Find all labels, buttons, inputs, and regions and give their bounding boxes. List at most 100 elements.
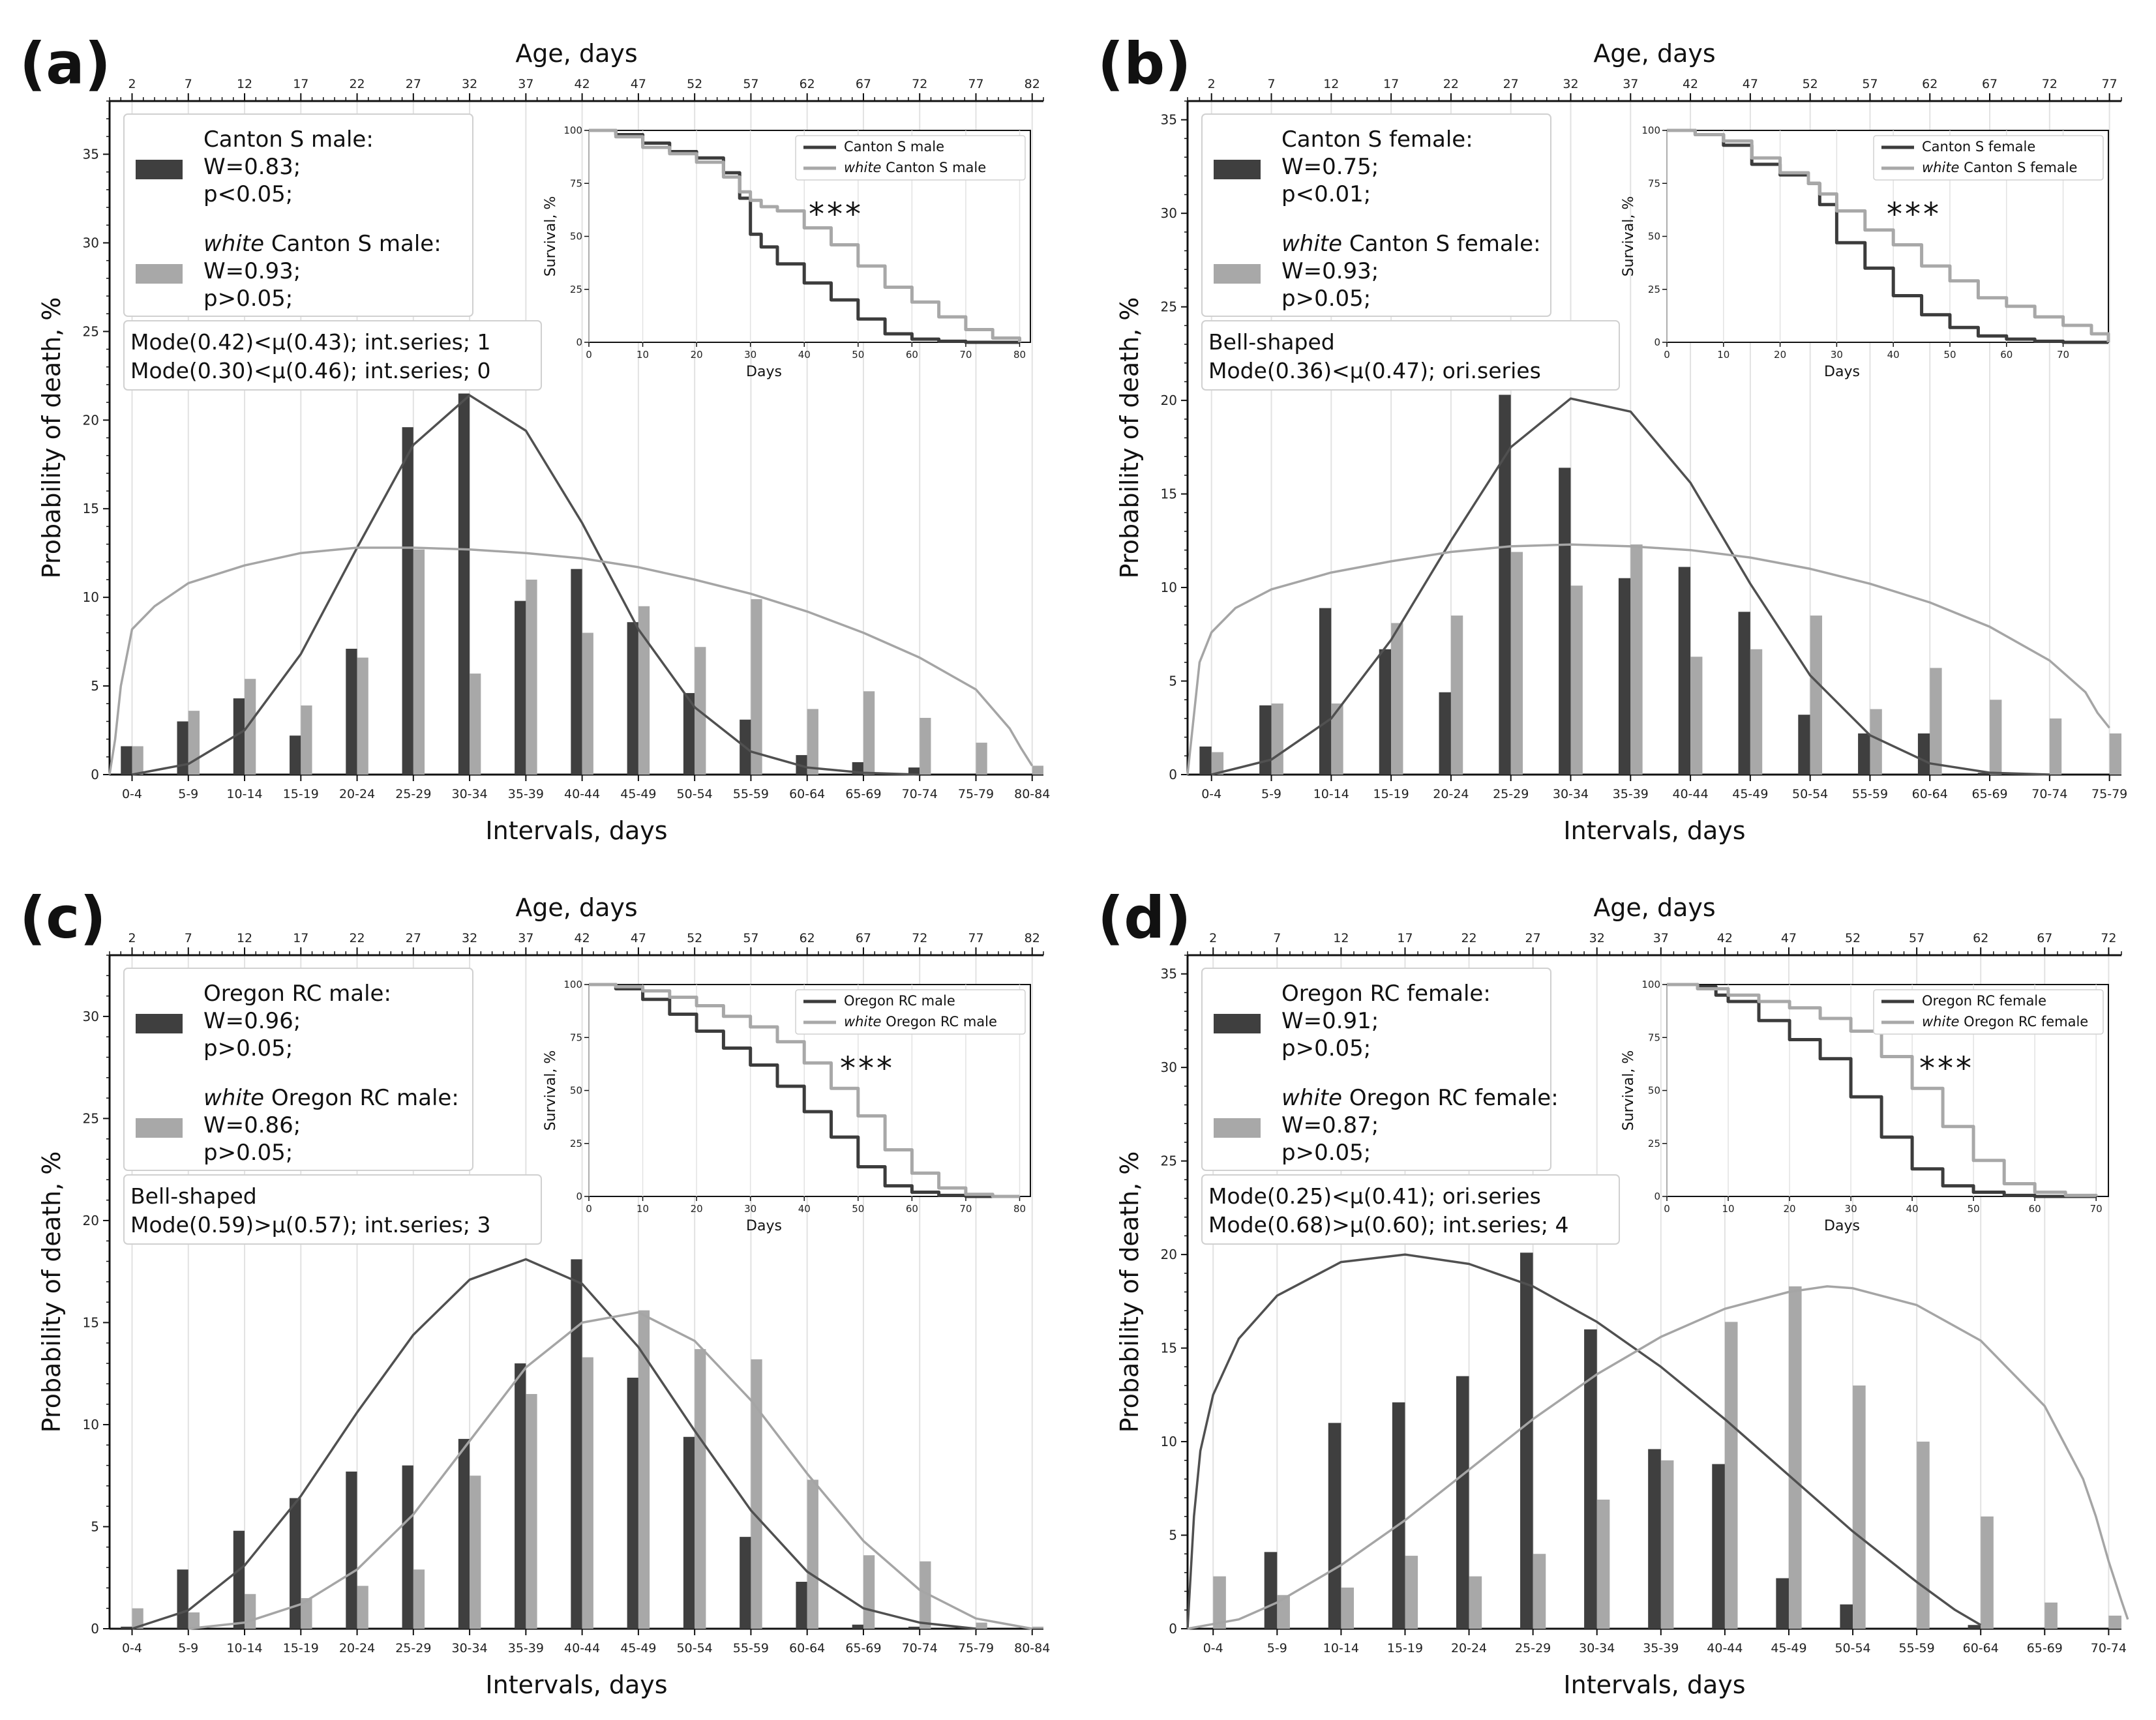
bar-dark [1520,1253,1533,1629]
legend-swatch [136,1118,183,1138]
note-box: Bell-shaped Mode(0.36)<μ(0.47); ori.serie… [1201,320,1620,391]
x-tick-label: 40-44 [1672,787,1708,801]
inset-survival-light [1667,983,2098,1197]
legend-series-name: Canton S male: [203,126,374,153]
bar-dark [1584,1329,1597,1629]
inset-x-tick-label: 10 [1717,349,1729,361]
legend-p: p>0.05; [203,286,293,312]
legend-series-name: Canton S female: [1281,126,1473,153]
bar-light [2109,733,2121,775]
bar-light [470,1475,481,1629]
bar-dark [402,1465,413,1629]
x-tick-label: 25-29 [1515,1641,1551,1655]
legend: Canton S male:W=0.83;p<0.05;white Canton… [123,113,473,317]
bar-dark [1968,1625,1981,1629]
fitted-curve-dark [131,1258,976,1630]
x-tick-label: 75-79 [958,787,994,801]
bar-light [245,1594,256,1629]
inset-y-tick-label: 50 [1648,1085,1660,1097]
top-tick-label: 32 [462,77,477,91]
panel-label: (d) [1098,884,1191,951]
top-tick-label: 37 [518,931,533,945]
top-tick-label: 82 [1025,77,1040,91]
bar-light [301,1598,312,1629]
bar-dark [571,1259,582,1629]
bar-light [1469,1576,1482,1629]
inset-y-tick-label: 75 [1648,177,1660,189]
note-text: Mode(0.36)<μ(0.47); ori.series [1208,358,1541,383]
x-tick-label: 10-14 [226,1641,262,1655]
x-tick-label: 25-29 [395,1641,431,1655]
y-tick-label: 25 [1161,299,1177,315]
y-tick-label: 30 [83,235,99,250]
bar-light [1630,544,1643,775]
inset-x-tick-label: 20 [691,349,703,361]
inset-legend-text: Oregon RC female [1959,1014,2088,1030]
legend-p: p<0.01; [1281,181,1371,207]
x-tick-label: 10-14 [1323,1641,1359,1655]
legend-series-name: white Oregon RC male: [203,1085,459,1111]
inset-y-tick-label: 50 [570,231,582,243]
x-tick-label: 55-59 [733,1641,769,1655]
bar-light [470,674,481,775]
legend-swatch [136,264,183,284]
inset-x-tick-label: 70 [2090,1203,2103,1215]
legend-name-text: Canton S male: [264,231,442,257]
bar-dark [1499,394,1511,775]
fitted-curve-light [1187,1285,2129,1630]
x-tick-label: 30-34 [1553,787,1589,801]
x-axis-title: Intervals, days [485,1670,667,1699]
top-tick-label: 2 [1208,77,1216,91]
x-tick-label: 75-79 [958,1641,994,1655]
note-text: Mode(0.42)<μ(0.43); int.series; 1 [130,329,490,355]
y-tick-label: 30 [1161,205,1177,221]
note-frame [1201,320,1620,391]
bar-light [2108,1615,2121,1629]
x-tick-label: 5-9 [1267,1641,1287,1655]
bar-dark [1977,773,1990,775]
y-tick-label: 15 [1161,1341,1177,1356]
bar-light [1788,1286,1802,1629]
top-tick-label: 57 [743,931,758,945]
inset-x-tick-label: 50 [852,1203,864,1215]
inset-y-title: Survival, % [543,1050,559,1131]
x-tick-label: 80-84 [1014,1641,1050,1655]
panel-label: (c) [20,884,106,951]
top-tick-label: 22 [1443,77,1459,91]
legend-p: p>0.05; [1281,286,1371,312]
inset-survival-light [589,128,1021,342]
legend-name-text: Canton S male: [203,126,374,153]
bar-dark [1712,1464,1725,1629]
legend-p: p>0.05; [203,1140,293,1166]
x-tick-label: 65-69 [1971,787,2007,801]
inset-x-tick-label: 70 [2057,349,2069,361]
bar-light [1032,1626,1043,1629]
legend-swatch [1214,160,1261,179]
top-tick-label: 57 [1862,77,1878,91]
top-tick-label: 22 [349,931,365,945]
bar-dark [627,622,638,775]
y-tick-label: 25 [83,1110,99,1126]
x-tick-label: 55-59 [1852,787,1888,801]
y-tick-label: 30 [1161,1060,1177,1075]
bar-light [357,1586,368,1629]
inset-survival-dark [1667,983,2097,1198]
inset-x-tick-label: 80 [1013,349,1026,361]
y-tick-label: 10 [1161,580,1177,595]
x-tick-label: 60-64 [789,787,825,801]
inset-legend-text: Canton S female [1959,160,2077,175]
bar-light [1724,1322,1738,1629]
inset-x-tick-label: 60 [2000,349,2013,361]
inset-legend-italic: white [844,160,881,175]
inset-legend-box [1873,989,2104,1035]
inset-x-title: Days [1824,364,1860,380]
inset-x-tick-label: 10 [1722,1203,1734,1215]
x-tick-label: 70-74 [2031,787,2067,801]
inset-y-tick-label: 25 [1648,1138,1660,1149]
inset-x-tick-label: 40 [798,349,811,361]
x-tick-label: 40-44 [564,787,600,801]
bar-light [1570,586,1583,775]
